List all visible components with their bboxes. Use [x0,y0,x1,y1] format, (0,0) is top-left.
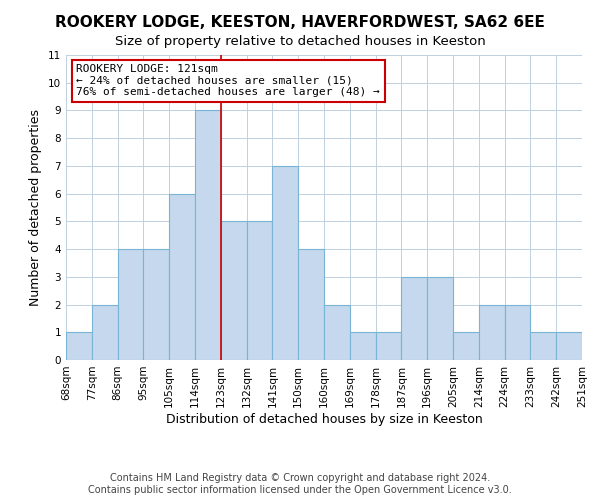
Bar [427,277,453,360]
Bar [530,332,556,360]
Bar [376,332,401,360]
Bar [350,332,376,360]
Bar [118,249,143,360]
Bar [505,304,530,360]
Bar [556,332,582,360]
X-axis label: Distribution of detached houses by size in Keeston: Distribution of detached houses by size … [166,412,482,426]
Text: Contains HM Land Registry data © Crown copyright and database right 2024.
Contai: Contains HM Land Registry data © Crown c… [88,474,512,495]
Bar [247,222,272,360]
Bar [324,304,350,360]
Bar [401,277,427,360]
Bar [272,166,298,360]
Text: ROOKERY LODGE: 121sqm
← 24% of detached houses are smaller (15)
76% of semi-deta: ROOKERY LODGE: 121sqm ← 24% of detached … [76,64,380,98]
Bar [169,194,195,360]
Bar [479,304,505,360]
Y-axis label: Number of detached properties: Number of detached properties [29,109,43,306]
Bar [92,304,118,360]
Bar [195,110,221,360]
Bar [453,332,479,360]
Text: Size of property relative to detached houses in Keeston: Size of property relative to detached ho… [115,35,485,48]
Bar [143,249,169,360]
Text: ROOKERY LODGE, KEESTON, HAVERFORDWEST, SA62 6EE: ROOKERY LODGE, KEESTON, HAVERFORDWEST, S… [55,15,545,30]
Bar [66,332,92,360]
Bar [298,249,324,360]
Bar [221,222,247,360]
